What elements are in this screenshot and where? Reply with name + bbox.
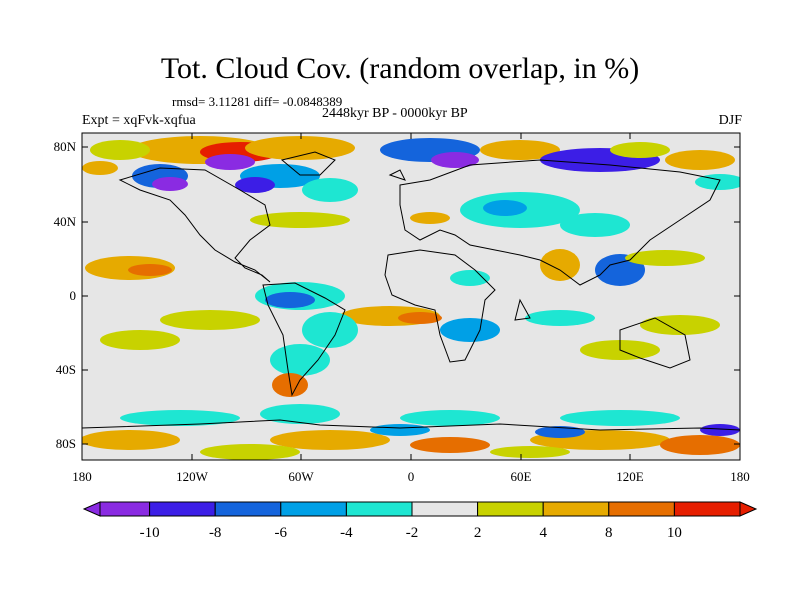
colorbar-label: 10: [667, 525, 682, 541]
lon-label: 60E: [511, 469, 532, 484]
lon-label: 0: [408, 469, 415, 484]
colorbar: -10 -8 -6 -4 -2 2 4 8 10: [82, 501, 758, 541]
lat-label: 80S: [56, 436, 76, 451]
colorbar-box: [99, 501, 151, 517]
colorbar-label: -4: [340, 525, 353, 541]
lon-label: 120E: [616, 469, 644, 484]
colorbar-box: [214, 501, 282, 517]
coastlines: [82, 151, 740, 431]
colorbar-label: 4: [539, 525, 547, 541]
lon-axis: 180 120W 60W 0 60E 120E 180: [72, 133, 750, 484]
colorbar-boxes: [99, 501, 741, 517]
colorbar-box: [149, 501, 216, 517]
colorbar-box: [477, 501, 544, 517]
lat-label: 80N: [54, 139, 77, 154]
lat-label: 40S: [56, 362, 76, 377]
arctic-anomalies: [82, 136, 740, 202]
colorbar-label: 8: [605, 525, 613, 541]
map-title: Tot. Cloud Cov. (random overlap, in %): [160, 52, 640, 85]
colorbar-box: [345, 501, 413, 517]
southern-anomalies: [82, 404, 740, 460]
colorbar-label: -8: [209, 525, 222, 541]
colorbar-box: [411, 501, 479, 517]
colorbar-arrow-right: [739, 501, 758, 517]
lon-label: 120W: [176, 469, 209, 484]
lat-label: 40N: [54, 214, 77, 229]
lat-axis: 80N 40N 0 40S 80S: [54, 139, 740, 451]
colorbar-box: [280, 501, 347, 517]
midlat-tropical-anomalies: [85, 192, 720, 397]
lat-label: 0: [70, 288, 77, 303]
colorbar-arrow-left: [82, 501, 101, 517]
lon-label: 180: [730, 469, 750, 484]
experiment-label: Expt = xqFvk-xqfua: [82, 113, 196, 128]
colorbar-label: -10: [140, 525, 160, 541]
colorbar-label: 2: [474, 525, 482, 541]
colorbar-box: [542, 501, 610, 517]
colorbar-labels: -10 -8 -6 -4 -2 2 4 8 10: [140, 525, 682, 541]
colorbar-box: [673, 501, 741, 517]
map-plot-area: [82, 133, 740, 460]
colorbar-label: -2: [406, 525, 419, 541]
lon-label: 180: [72, 469, 92, 484]
map-background: [82, 133, 740, 460]
colorbar-label: -6: [275, 525, 288, 541]
stats-text: rmsd= 3.11281 diff= -0.0848389: [172, 94, 343, 109]
period-text: 2448kyr BP - 0000kyr BP: [322, 106, 468, 121]
season-label: DJF: [718, 113, 742, 128]
colorbar-box: [608, 501, 675, 517]
lon-label: 60W: [288, 469, 314, 484]
